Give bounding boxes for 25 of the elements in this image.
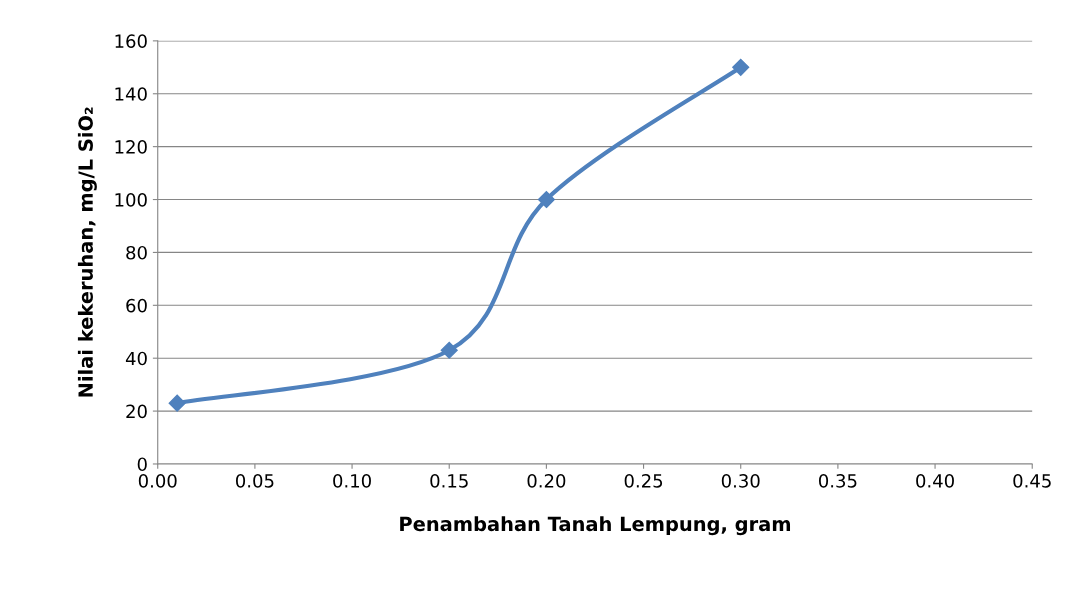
y-axis-title: Nilai kekeruhan, mg/L SiO₂ (77, 107, 97, 397)
y-tick-label: 140 (115, 87, 147, 101)
y-tick-label: 120 (115, 140, 147, 154)
x-tick-label: 0.00 (138, 474, 177, 488)
x-tick-label: 0.35 (818, 474, 857, 488)
point (168, 394, 186, 412)
y-tick-label: 40 (125, 351, 147, 366)
x-tick-label: 0.45 (1013, 474, 1051, 488)
x-tick-label: 0.40 (916, 474, 954, 488)
x-tick-label: 0.15 (430, 474, 468, 488)
x-tick-label: 0.05 (235, 474, 274, 488)
y-tick-label: 0 (137, 457, 147, 472)
x-tick-label: 0.30 (721, 474, 760, 488)
x-tick-label: 0.20 (527, 474, 566, 488)
point (537, 190, 555, 209)
x-tick-label: 0.10 (333, 474, 371, 488)
point (732, 58, 750, 76)
y-tick-label: 80 (126, 245, 147, 260)
y-tick-label: 100 (115, 192, 147, 207)
y-tick-label: 160 (115, 34, 147, 48)
point (440, 341, 458, 359)
x-tick-label: 0.25 (624, 474, 663, 488)
y-tick-label: 20 (126, 404, 147, 419)
x-axis-title: Penambahan Tanah Lempung, gram (400, 516, 791, 536)
y-tick-label: 60 (126, 298, 147, 313)
